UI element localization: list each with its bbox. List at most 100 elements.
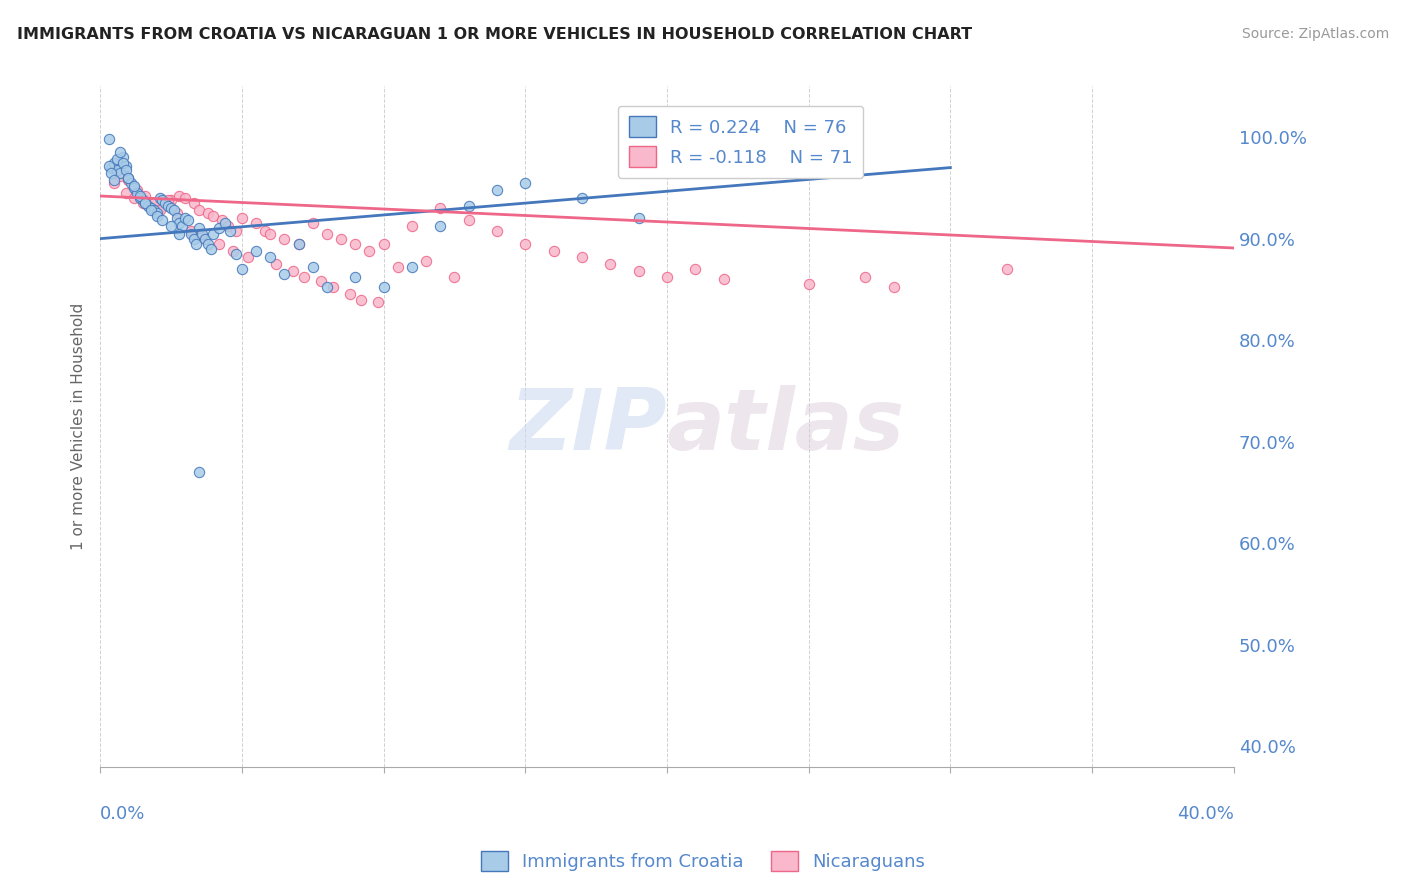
Point xyxy=(273,267,295,281)
Point xyxy=(155,196,177,211)
Point xyxy=(339,287,361,301)
Point xyxy=(100,161,122,175)
Point xyxy=(152,213,174,227)
Point xyxy=(128,191,150,205)
Point xyxy=(111,166,134,180)
Point xyxy=(103,155,125,169)
Point xyxy=(200,242,222,256)
Point xyxy=(180,223,202,237)
Point xyxy=(457,199,479,213)
Point xyxy=(108,166,131,180)
Point xyxy=(287,236,309,251)
Legend: R = 0.224    N = 76, R = -0.118    N = 71: R = 0.224 N = 76, R = -0.118 N = 71 xyxy=(617,105,863,178)
Point xyxy=(208,221,231,235)
Point xyxy=(152,199,174,213)
Point xyxy=(211,213,233,227)
Point xyxy=(797,277,820,292)
Point xyxy=(571,191,593,205)
Text: ZIP: ZIP xyxy=(509,385,666,468)
Point xyxy=(134,189,156,203)
Point xyxy=(97,132,120,146)
Legend: Immigrants from Croatia, Nicaraguans: Immigrants from Croatia, Nicaraguans xyxy=(474,844,932,879)
Point xyxy=(174,191,197,205)
Point xyxy=(122,191,145,205)
Point xyxy=(157,199,180,213)
Point xyxy=(149,191,172,205)
Point xyxy=(120,176,142,190)
Point xyxy=(457,213,479,227)
Point xyxy=(713,272,735,286)
Point xyxy=(202,210,225,224)
Text: 40.0%: 40.0% xyxy=(1177,805,1234,823)
Point xyxy=(169,227,191,241)
Point xyxy=(143,203,166,218)
Point xyxy=(543,244,565,258)
Point xyxy=(103,176,125,190)
Point xyxy=(373,236,395,251)
Text: Source: ZipAtlas.com: Source: ZipAtlas.com xyxy=(1241,27,1389,41)
Point xyxy=(281,264,304,278)
Point xyxy=(685,262,707,277)
Point xyxy=(853,270,876,285)
Y-axis label: 1 or more Vehicles in Household: 1 or more Vehicles in Household xyxy=(72,303,86,550)
Point xyxy=(197,206,219,220)
Point xyxy=(114,162,136,177)
Point xyxy=(245,216,267,230)
Point xyxy=(315,227,337,241)
Point xyxy=(995,262,1018,277)
Point xyxy=(627,211,650,226)
Point xyxy=(160,219,183,234)
Point xyxy=(401,219,423,234)
Point xyxy=(515,176,537,190)
Point xyxy=(134,196,156,211)
Point xyxy=(350,293,373,307)
Point xyxy=(117,173,139,187)
Point xyxy=(214,216,236,230)
Point xyxy=(188,465,211,479)
Point xyxy=(117,170,139,185)
Point xyxy=(114,186,136,200)
Point xyxy=(139,196,162,211)
Point xyxy=(105,153,128,167)
Point xyxy=(152,193,174,207)
Point xyxy=(166,206,188,220)
Point xyxy=(415,254,437,268)
Point xyxy=(217,219,239,234)
Point xyxy=(163,203,186,218)
Point xyxy=(100,166,122,180)
Point xyxy=(231,211,253,226)
Point xyxy=(253,223,276,237)
Point xyxy=(273,232,295,246)
Point xyxy=(571,250,593,264)
Point xyxy=(125,183,148,197)
Point xyxy=(169,216,191,230)
Point xyxy=(191,227,214,241)
Point xyxy=(225,247,247,261)
Point xyxy=(143,196,166,211)
Text: 0.0%: 0.0% xyxy=(100,805,145,823)
Point xyxy=(108,169,131,183)
Point xyxy=(259,250,281,264)
Point xyxy=(122,178,145,193)
Point xyxy=(186,236,208,251)
Point xyxy=(344,270,367,285)
Point xyxy=(197,236,219,251)
Point xyxy=(387,260,409,274)
Point xyxy=(367,294,389,309)
Point xyxy=(183,232,205,246)
Point xyxy=(344,236,367,251)
Point xyxy=(259,227,281,241)
Point xyxy=(131,193,153,207)
Point xyxy=(188,203,211,218)
Point xyxy=(131,196,153,211)
Point xyxy=(160,201,183,215)
Point xyxy=(177,213,200,227)
Point xyxy=(208,236,231,251)
Point xyxy=(114,159,136,173)
Point xyxy=(443,270,465,285)
Point xyxy=(125,186,148,200)
Point xyxy=(485,183,508,197)
Point xyxy=(136,199,159,213)
Point xyxy=(117,170,139,185)
Point xyxy=(128,189,150,203)
